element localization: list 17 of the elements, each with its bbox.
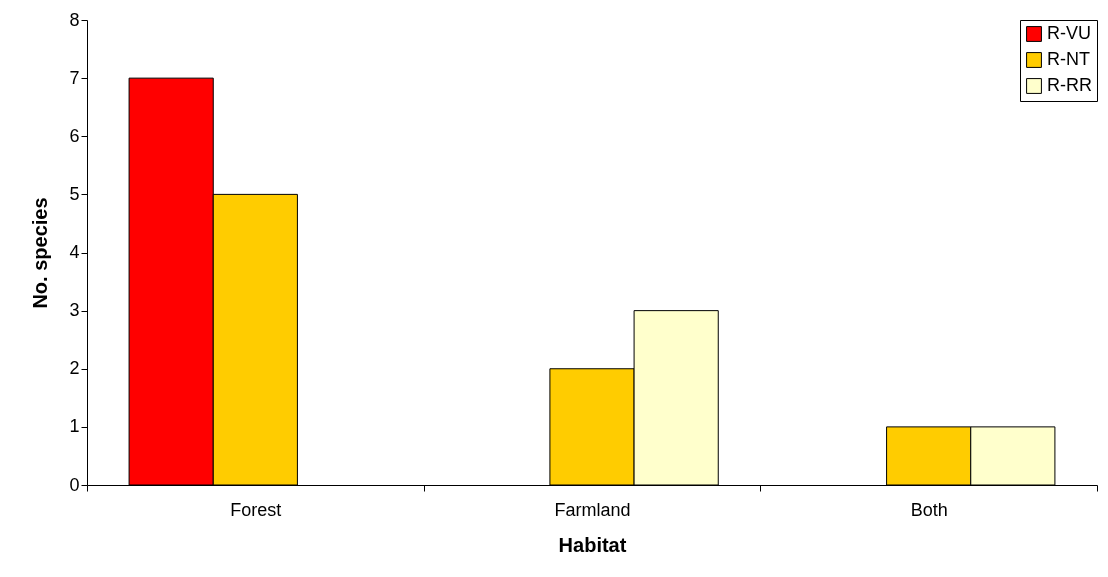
x-tick-label: Both bbox=[910, 499, 948, 520]
y-tick-label: 5 bbox=[69, 183, 80, 204]
y-tick-label: 6 bbox=[69, 125, 80, 146]
x-axis-title: Habitat bbox=[558, 533, 627, 556]
y-tick-label: 1 bbox=[69, 416, 80, 437]
legend-label: R-NT bbox=[1047, 49, 1090, 69]
y-tick-label: 8 bbox=[69, 9, 80, 30]
legend-label: R-VU bbox=[1047, 23, 1091, 43]
x-tick-label: Farmland bbox=[554, 499, 631, 520]
y-tick-label: 3 bbox=[69, 300, 80, 321]
y-axis-title: No. species bbox=[29, 197, 52, 309]
x-tick-label: Forest bbox=[230, 499, 282, 520]
y-tick-label: 2 bbox=[69, 358, 80, 379]
y-tick-label: 4 bbox=[69, 242, 80, 262]
y-tick-label: 7 bbox=[69, 67, 80, 88]
legend-label: R-RR bbox=[1047, 75, 1092, 95]
y-tick-label: 0 bbox=[69, 474, 80, 495]
